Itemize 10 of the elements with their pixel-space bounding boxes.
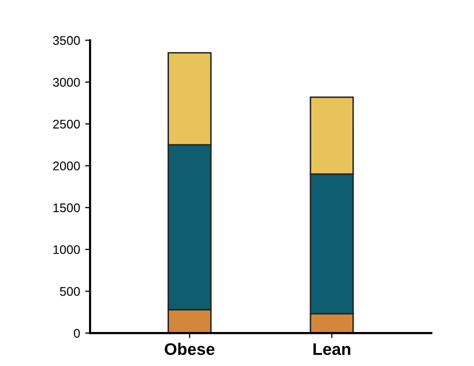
x-tick-label: Lean bbox=[313, 343, 350, 356]
y-tick-label: 3000 bbox=[53, 78, 80, 87]
y-tick-label: 1000 bbox=[53, 245, 80, 254]
y-tick-label: 0 bbox=[74, 328, 80, 338]
y-tick-label: 500 bbox=[60, 287, 80, 296]
y-tick-label: 1500 bbox=[53, 203, 80, 212]
y-tick-label: 3500 bbox=[53, 36, 80, 45]
y-tick-label: 2500 bbox=[53, 120, 80, 129]
y-tick-label: 2000 bbox=[53, 162, 80, 170]
x-tick-label: Obese bbox=[164, 342, 215, 356]
